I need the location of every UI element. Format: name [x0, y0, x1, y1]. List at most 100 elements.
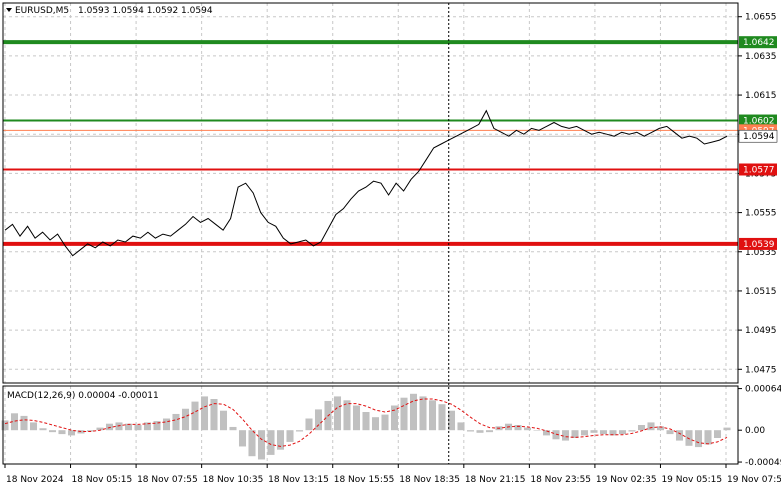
axis-frames [2, 2, 739, 465]
macd-bar [599, 430, 608, 435]
macd-bar [162, 418, 171, 431]
level-label-box [739, 237, 777, 250]
macd-bar [219, 410, 228, 431]
macd-bar [229, 426, 237, 431]
macd-tick-label: 0.00 [745, 426, 765, 436]
macd-bar [134, 425, 142, 431]
time-tick-label: 18 Nov 13:15 [268, 475, 329, 485]
level-label-box [739, 36, 777, 49]
macd-bar [29, 422, 38, 431]
macd-bar [390, 405, 399, 431]
macd-bar [666, 430, 674, 435]
time-axis-ticks: 18 Nov 2024 18 Nov 05:15 18 Nov 07:55 18 No… [4, 464, 781, 485]
macd-bar [257, 430, 266, 460]
level-label-text: 1.0577 [743, 165, 775, 175]
macd-bar [419, 396, 427, 431]
price-tick-label: 1.0635 [745, 52, 777, 62]
macd-bar [153, 421, 161, 431]
time-tick-label: 19 Nov 02:35 [596, 475, 657, 485]
time-tick-label: 18 Nov 15:55 [334, 475, 395, 485]
time-tick-label: 19 Nov 07:55 [727, 475, 781, 485]
macd-bar [39, 428, 47, 431]
macd-bar [647, 422, 655, 431]
price-panel-frame [2, 2, 739, 384]
macd-bar [1, 420, 9, 431]
macd-bar [685, 430, 693, 446]
macd-bar [276, 430, 285, 450]
macd-tick-label: 0.00064 [745, 385, 781, 395]
time-tick-label: 18 Nov 18:35 [399, 475, 460, 485]
macd-bar [343, 400, 351, 431]
symbol-dropdown-icon[interactable] [6, 8, 12, 12]
macd-tick-label: -0.00049 [745, 458, 781, 468]
macd-bar [561, 430, 570, 441]
price-tick-label: 1.0655 [745, 13, 777, 23]
macd-bar [58, 430, 66, 435]
horizontal-levels[interactable] [3, 40, 738, 246]
macd-bar [333, 396, 342, 431]
macd-bar [609, 430, 617, 436]
macd-bar [590, 430, 598, 433]
macd-bar [542, 430, 551, 436]
macd-bar [267, 430, 275, 455]
macd-bar [428, 400, 437, 431]
macd-bar [628, 430, 636, 432]
macd-bar [248, 430, 256, 457]
macd-bar [694, 430, 703, 448]
macd-bar [438, 404, 446, 431]
macd-bar [172, 413, 180, 431]
time-tick-label: 18 Nov 10:35 [203, 475, 264, 485]
macd-bar [637, 425, 646, 431]
macd-bar [200, 396, 209, 431]
time-tick-label: 18 Nov 07:55 [137, 475, 198, 485]
macd-bar [48, 430, 57, 433]
macd-bar [381, 414, 389, 431]
price-tick-label: 1.0475 [745, 365, 777, 375]
macd-bar [618, 430, 627, 435]
macd-bar [580, 430, 589, 436]
macd-bar [115, 422, 123, 431]
macd-label: MACD(12,26,9) 0.00004 -0.00011 [7, 391, 159, 401]
macd-bar [314, 409, 323, 431]
time-tick-label: 18 Nov 23:55 [530, 475, 591, 485]
symbol-label: EURUSD,M5 [15, 6, 69, 16]
price-tick-label: 1.0535 [745, 248, 777, 258]
level-label-text: 1.0642 [743, 38, 775, 48]
price-tick-label: 1.0615 [745, 91, 777, 101]
macd-bar [400, 397, 408, 431]
macd-bar [704, 430, 712, 445]
macd-bar [295, 430, 304, 432]
level-label-box [739, 163, 777, 176]
price-line [4, 109, 728, 257]
macd-bar [305, 418, 313, 431]
macd-bar [210, 399, 218, 431]
macd-bar [105, 423, 114, 431]
macd-bar [10, 413, 19, 431]
macd-signal-line [4, 398, 728, 447]
macd-bar [656, 426, 665, 431]
level-label-box [739, 114, 777, 127]
level-label-text: 1.0602 [743, 117, 775, 127]
macd-bar [485, 430, 494, 433]
time-tick-label: 19 Nov 05:15 [661, 475, 722, 485]
price-series [4, 109, 728, 257]
macd-bar [96, 427, 104, 431]
macd-axis-ticks: 0.00064 0.00 -0.00049 [738, 385, 781, 468]
macd-bar [523, 427, 532, 431]
macd-bar [571, 430, 579, 438]
macd-bar [362, 412, 370, 431]
macd-bar [238, 430, 247, 447]
price-tick-label: 1.0495 [745, 326, 777, 336]
level-label-text: 1.0594 [743, 132, 775, 142]
time-tick-label: 18 Nov 21:15 [465, 475, 526, 485]
macd-bar [286, 430, 294, 442]
macd-bar [514, 425, 522, 431]
macd-bar [20, 415, 28, 431]
time-tick-label: 18 Nov 2024 [6, 475, 64, 485]
price-grid [3, 3, 738, 383]
macd-bar [457, 422, 465, 431]
macd-bar [675, 430, 684, 441]
